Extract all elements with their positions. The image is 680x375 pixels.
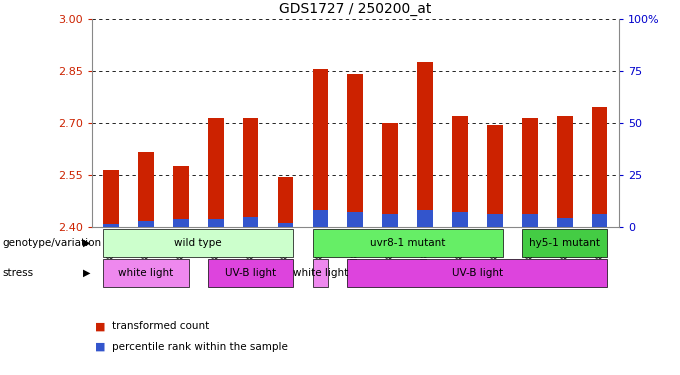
Text: uvr8-1 mutant: uvr8-1 mutant (370, 238, 445, 248)
Text: ▶: ▶ (83, 268, 91, 278)
Bar (103, 170, 119, 227)
Bar (418, 210, 433, 227)
Text: ■: ■ (95, 321, 105, 331)
Bar (103, 224, 119, 227)
Text: stress: stress (2, 268, 33, 278)
Bar (347, 212, 363, 227)
Bar (487, 214, 503, 227)
Text: wild type: wild type (175, 238, 222, 248)
Text: transformed count: transformed count (112, 321, 209, 331)
Bar (243, 217, 258, 227)
Bar (557, 116, 573, 227)
Bar (487, 124, 503, 227)
Title: GDS1727 / 250200_at: GDS1727 / 250200_at (279, 2, 432, 16)
Bar (138, 152, 154, 227)
Bar (452, 116, 468, 227)
Text: hy5-1 mutant: hy5-1 mutant (529, 238, 600, 248)
Text: percentile rank within the sample: percentile rank within the sample (112, 342, 288, 352)
Text: white light: white light (293, 268, 348, 278)
Bar (277, 223, 293, 227)
Bar (313, 69, 328, 227)
Bar (173, 219, 188, 227)
Bar (208, 118, 224, 227)
Bar (382, 123, 398, 227)
Bar (592, 214, 607, 227)
Text: UV-B light: UV-B light (225, 268, 276, 278)
Bar (277, 177, 293, 227)
Bar (557, 217, 573, 227)
Bar (522, 214, 538, 227)
Bar (452, 212, 468, 227)
Bar (208, 219, 224, 227)
Text: white light: white light (118, 268, 173, 278)
Bar (592, 107, 607, 227)
Bar (313, 210, 328, 227)
Bar (173, 166, 188, 227)
Bar (418, 62, 433, 227)
Text: genotype/variation: genotype/variation (2, 238, 101, 248)
Bar (138, 220, 154, 227)
Bar (243, 118, 258, 227)
Text: UV-B light: UV-B light (452, 268, 503, 278)
Text: ▶: ▶ (83, 238, 91, 248)
Bar (382, 214, 398, 227)
Bar (522, 118, 538, 227)
Text: ■: ■ (95, 342, 105, 352)
Bar (347, 74, 363, 227)
